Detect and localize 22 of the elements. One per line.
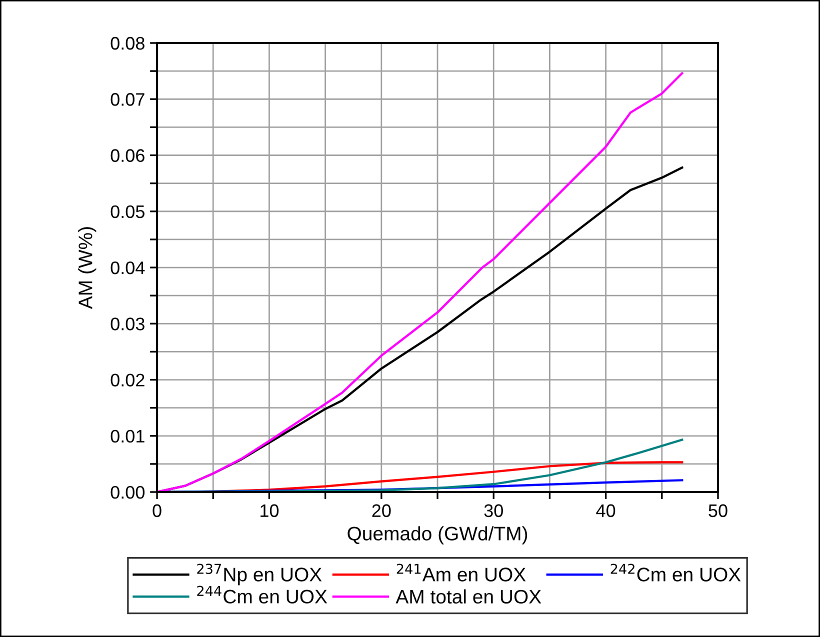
y-tick-label: 0.07 — [110, 93, 144, 106]
y-tick-label: 0.03 — [110, 318, 144, 330]
legend-label: AM total en UOX — [396, 589, 542, 604]
y-tick-label: 0.00 — [110, 486, 145, 499]
y-axis-title: AM (W%) — [78, 227, 96, 310]
x-tick-label: 40 — [596, 504, 616, 518]
legend-label: $^{237}$Np en UOX — [197, 564, 322, 586]
x-tick-label: 50 — [708, 504, 728, 518]
y-tick-label: 0.06 — [110, 149, 144, 162]
x-tick-label: 0 — [152, 504, 162, 518]
legend-label: $^{242}$Cm en UOX — [610, 564, 741, 582]
y-tick-label: 0.04 — [110, 261, 145, 274]
y-tick-label: 0.08 — [110, 36, 144, 50]
x-tick-label: 30 — [484, 504, 503, 518]
x-tick-label: 20 — [372, 504, 391, 518]
legend-label: $^{241}$Am en UOX — [396, 564, 526, 582]
y-tick-label: 0.01 — [110, 430, 144, 443]
x-axis-title: Quemado (GWd/TM) — [348, 526, 528, 544]
x-tick-label: 10 — [260, 504, 279, 518]
y-tick-label: 0.05 — [110, 205, 144, 218]
y-tick-label: 0.02 — [110, 374, 144, 386]
legend-label: $^{244}$Cm en UOX — [197, 586, 328, 604]
